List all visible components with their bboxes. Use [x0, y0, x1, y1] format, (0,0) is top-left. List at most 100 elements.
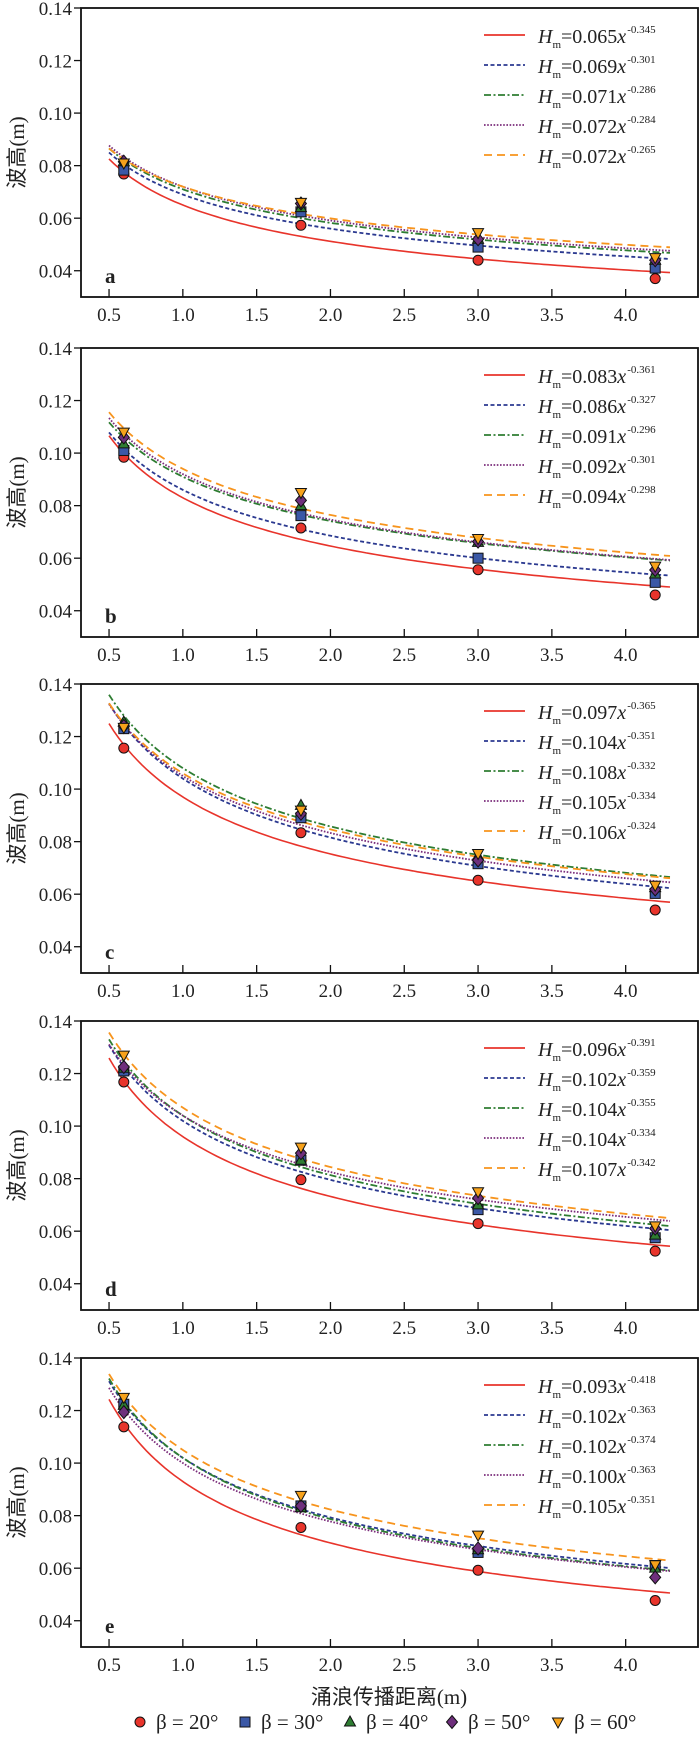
equation-subscript: m: [552, 159, 561, 171]
triangle-down-marker: [294, 1142, 308, 1155]
equation-exponent: -0.324: [627, 820, 656, 832]
triangle-down-marker: [117, 1050, 131, 1063]
equation-exponent: -0.334: [627, 790, 656, 802]
equation-coefficient: =0.065: [561, 26, 617, 48]
series-5: [117, 158, 662, 265]
equation-exponent: -0.391: [627, 1037, 655, 1049]
equation-symbol: H: [537, 1099, 554, 1121]
y-tick-label: 0.08: [39, 833, 72, 854]
panels: 波高(m) 0.04 0.06 0.08 0.10 0.12 0.14 0.5 1.0 1.5 2.…: [5, 0, 699, 1676]
series-1: [118, 1076, 661, 1257]
y-tick-label: 0.10: [39, 444, 72, 465]
equation-subscript: m: [552, 775, 561, 787]
panel-label: d: [105, 1277, 117, 1301]
triangle-down-marker: [471, 533, 485, 546]
panel-label: c: [105, 940, 114, 964]
equation-subscript: m: [552, 409, 561, 421]
equation-exponent: -0.345: [627, 24, 656, 36]
fit-curve-4: [108, 1043, 671, 1222]
equation-subscript: m: [552, 379, 561, 391]
equation-variable: x: [616, 456, 626, 478]
equation-coefficient: =0.104: [561, 732, 617, 754]
equation-exponent: -0.301: [627, 54, 655, 66]
x-tick-label: 4.0: [614, 645, 638, 666]
series-2: [118, 444, 661, 588]
legend-equation-2: Hm=0.102x-0.359: [537, 1067, 656, 1094]
legend-equation-4: Hm=0.072x-0.284: [537, 114, 656, 141]
fit-curve-4: [108, 1387, 671, 1572]
equation-subscript: m: [552, 1419, 561, 1431]
equation-variable: x: [616, 426, 626, 448]
panel-d: 波高(m) 0.04 0.06 0.08 0.10 0.12 0.14 0.5 1.0 1.5 2.…: [5, 1012, 699, 1339]
x-tick-label: 3.5: [540, 645, 564, 666]
plot-area: [108, 1032, 671, 1257]
equation-subscript: m: [552, 1509, 561, 1521]
y-tick-label: 0.06: [39, 1559, 72, 1580]
fit-curve-5: [108, 702, 671, 880]
legend-label: β = 30°: [261, 1710, 323, 1734]
y-tick-label: 0.14: [39, 1349, 73, 1370]
equation-coefficient: =0.072: [561, 146, 617, 168]
x-tick-label: 3.0: [466, 981, 490, 1002]
equation-subscript: m: [552, 745, 561, 757]
equation-variable: x: [616, 366, 626, 388]
y-tick-label: 0.12: [39, 728, 72, 749]
x-tick-label: 1.5: [245, 981, 269, 1002]
equation-exponent: -0.365: [627, 700, 656, 712]
y-axis-label: 波高(m): [5, 1466, 29, 1538]
equation-symbol: H: [537, 56, 554, 78]
y-tick-label: 0.06: [39, 549, 72, 570]
equation-symbol: H: [537, 26, 554, 48]
fit-curve-1: [108, 435, 671, 588]
x-tick-label: 3.0: [466, 1318, 490, 1339]
triangle-down-marker: [471, 1187, 485, 1199]
x-tick-label: 1.5: [245, 1318, 269, 1339]
fit-curve-2: [108, 151, 671, 260]
y-tick-label: 0.06: [39, 209, 72, 230]
equation-symbol: H: [537, 1436, 554, 1458]
fit-curve-1: [108, 1399, 671, 1594]
equation-coefficient: =0.071: [561, 86, 617, 108]
equation-variable: x: [616, 1159, 626, 1181]
equation-coefficient: =0.096: [561, 1039, 617, 1061]
series-2: [118, 164, 661, 274]
y-tick-label: 0.04: [39, 1275, 73, 1296]
equation-exponent: -0.351: [627, 1494, 655, 1506]
equation-variable: x: [616, 1099, 626, 1121]
triangle-down-marker: [471, 1530, 485, 1543]
equation-exponent: -0.363: [627, 1404, 656, 1416]
x-tick-label: 0.5: [97, 981, 121, 1002]
circle-marker: [118, 742, 130, 754]
diamond-marker: [471, 1541, 485, 1556]
equation-variable: x: [616, 1129, 626, 1151]
equation-variable: x: [616, 1436, 626, 1458]
equation-coefficient: =0.083: [561, 366, 617, 388]
equation-subscript: m: [552, 69, 561, 81]
equation-symbol: H: [537, 822, 554, 844]
fit-curve-3: [108, 147, 671, 254]
equation-variable: x: [616, 1466, 626, 1488]
plot-area: [108, 1373, 671, 1606]
series-1: [118, 1421, 661, 1606]
x-tick-label: 3.5: [540, 1318, 564, 1339]
legend-label: β = 40°: [366, 1710, 428, 1734]
legend-equation-5: Hm=0.072x-0.265: [537, 144, 656, 171]
x-tick-label: 3.0: [466, 1655, 490, 1676]
x-tick-label: 2.0: [319, 645, 343, 666]
equation-subscript: m: [552, 805, 561, 817]
fit-curve-3: [108, 694, 671, 878]
equation-symbol: H: [537, 702, 554, 724]
y-tick-label: 0.04: [39, 1612, 73, 1633]
legend-equation-2: Hm=0.069x-0.301: [537, 54, 656, 81]
equation-variable: x: [616, 146, 626, 168]
equation-variable: x: [616, 486, 626, 508]
triangle-down-marker: [117, 427, 131, 440]
equation-variable: x: [616, 1039, 626, 1061]
legend-label: β = 20°: [156, 1710, 218, 1734]
circle-marker: [472, 1218, 484, 1230]
circle-marker: [134, 1716, 146, 1728]
triangle-down-marker: [117, 722, 131, 735]
equation-symbol: H: [537, 116, 554, 138]
panel-e: 波高(m) 0.04 0.06 0.08 0.10 0.12 0.14 0.5 1.0 1.5 2.…: [5, 1349, 699, 1676]
